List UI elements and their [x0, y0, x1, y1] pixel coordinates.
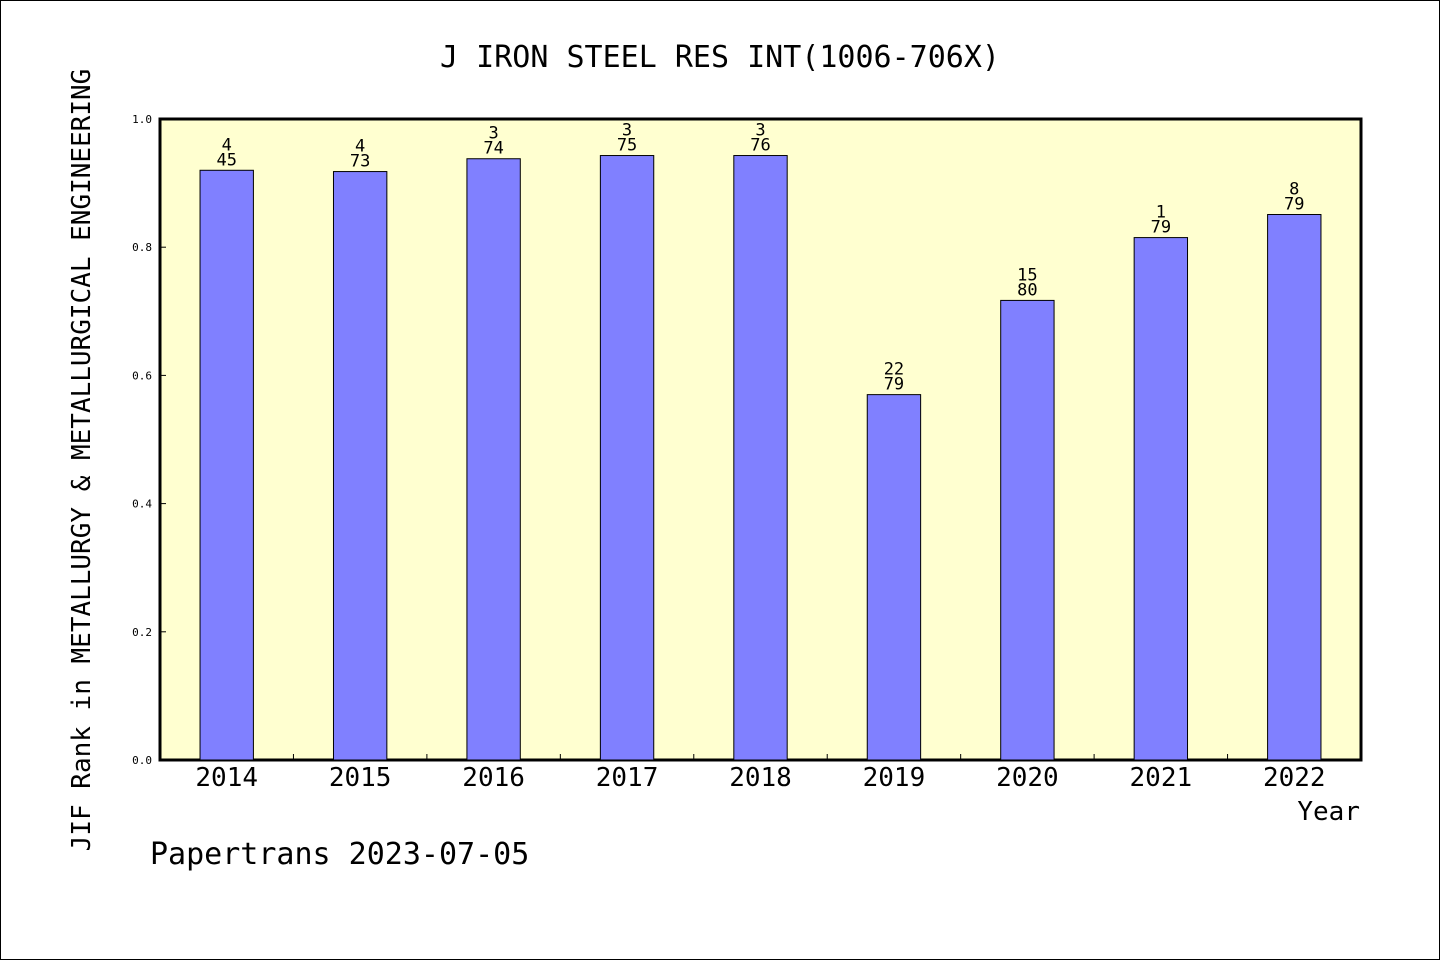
y-tick-label: 0.8	[132, 241, 152, 254]
bar	[1267, 214, 1322, 761]
x-axis	[292, 754, 1229, 760]
bar	[866, 394, 922, 761]
bar	[733, 155, 788, 761]
bar-total-label: 74	[483, 139, 503, 159]
x-axis-label: Year	[1297, 797, 1360, 827]
y-tick-label: 0.2	[132, 626, 152, 639]
x-tick-label: 2014	[195, 763, 258, 793]
bar-total-label: 76	[750, 136, 770, 156]
bar-rank-label: 3	[488, 124, 498, 144]
bar-rank-label: 22	[884, 360, 904, 380]
bar-rank-label: 3	[622, 121, 632, 141]
bar	[1133, 237, 1189, 761]
bar	[599, 155, 655, 761]
y-axis: 0.0 0.2 0.4 0.6 0.8 1.0	[132, 113, 166, 767]
x-tick-labels: 2014 2015 2016 2017 2018 2019 2020 2021 2022	[195, 763, 1325, 793]
x-tick-label: 2018	[729, 763, 792, 793]
x-tick-label: 2015	[329, 763, 392, 793]
bar	[332, 171, 388, 761]
bar-rank-label: 4	[222, 135, 232, 155]
bar	[466, 158, 521, 761]
bars	[199, 155, 1322, 761]
y-tick-label: 0.6	[132, 369, 152, 382]
bar-total-label: 79	[1284, 195, 1304, 215]
x-tick-label: 2019	[863, 763, 926, 793]
bar-rank-label: 1	[1156, 203, 1166, 223]
bar	[1000, 299, 1055, 761]
bar-rank-label: 3	[755, 121, 765, 141]
chart-title: J IRON STEEL RES INT(1006-706X)	[440, 40, 1000, 75]
x-tick-label: 2016	[462, 763, 525, 793]
bar-total-label: 80	[1017, 280, 1037, 300]
y-tick-label: 0.4	[132, 498, 152, 511]
bar-rank-label: 15	[1017, 265, 1037, 285]
y-tick-label: 1.0	[132, 113, 152, 126]
bar-total-label: 45	[216, 150, 236, 170]
bar-total-label: 79	[1151, 218, 1171, 238]
x-tick-label: 2021	[1130, 763, 1193, 793]
bar-rank-label: 8	[1289, 180, 1299, 200]
x-tick-label: 2020	[996, 763, 1059, 793]
y-tick-label: 0.0	[132, 754, 152, 767]
bar	[199, 169, 254, 761]
y-axis-label: JIF Rank in METALLURGY & METALLURGICAL E…	[67, 69, 97, 852]
bar-total-label: 75	[617, 136, 637, 156]
bar-total-label: 79	[884, 375, 904, 395]
bar-rank-label: 4	[355, 137, 365, 157]
bar-total-label: 73	[350, 152, 370, 172]
x-tick-label: 2017	[596, 763, 659, 793]
x-tick-label: 2022	[1263, 763, 1326, 793]
footer-stamp: Papertrans 2023-07-05	[150, 837, 529, 872]
